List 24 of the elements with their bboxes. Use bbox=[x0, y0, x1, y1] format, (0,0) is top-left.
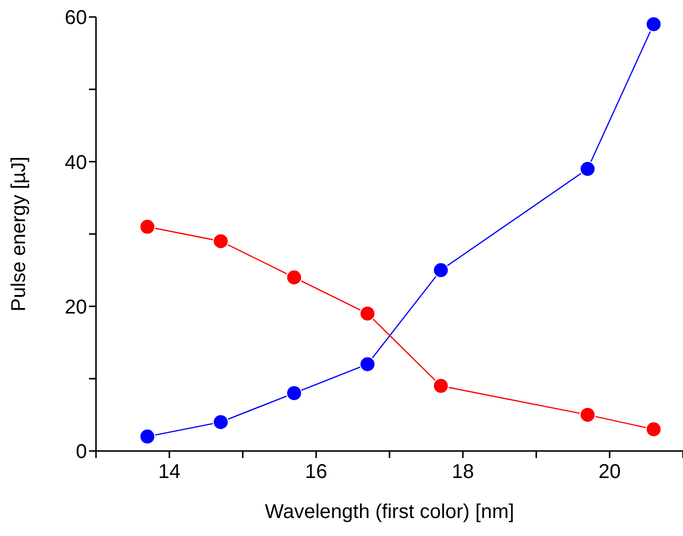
point bbox=[432, 262, 449, 278]
point bbox=[432, 378, 449, 394]
x-tick-label: 14 bbox=[158, 461, 180, 484]
x-tick-label: 18 bbox=[452, 461, 474, 484]
y-tick-label: 40 bbox=[64, 152, 87, 174]
point bbox=[286, 269, 302, 286]
x-tick-label: 16 bbox=[305, 461, 328, 484]
point bbox=[139, 428, 156, 445]
point bbox=[286, 385, 302, 402]
y-tick-label: 20 bbox=[64, 296, 87, 318]
x-tick-label: 20 bbox=[598, 461, 621, 484]
point bbox=[580, 160, 596, 177]
point bbox=[212, 414, 229, 430]
point bbox=[646, 421, 662, 438]
point bbox=[580, 406, 596, 423]
point bbox=[212, 233, 229, 250]
point bbox=[646, 17, 662, 32]
y-tick-label: 0 bbox=[76, 441, 87, 464]
x-axis-title: Wavelength (first color) [nm] bbox=[264, 501, 514, 523]
point bbox=[359, 306, 376, 322]
point bbox=[359, 356, 376, 372]
y-tick-label: 60 bbox=[64, 7, 87, 30]
point bbox=[139, 218, 156, 235]
y-axis-title: Pulse energy [µJ] bbox=[8, 156, 30, 312]
